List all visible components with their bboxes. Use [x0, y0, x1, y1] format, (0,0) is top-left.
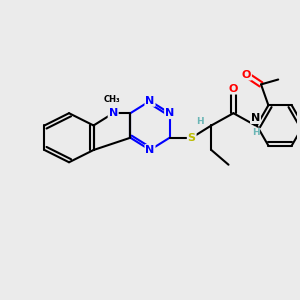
Text: H: H — [196, 117, 204, 126]
Text: N: N — [165, 108, 174, 118]
Text: N: N — [251, 113, 260, 123]
Text: O: O — [242, 70, 251, 80]
Text: CH₃: CH₃ — [104, 95, 120, 104]
Text: N: N — [109, 108, 118, 118]
Text: O: O — [229, 84, 238, 94]
Text: S: S — [188, 133, 196, 143]
Text: N: N — [146, 96, 154, 106]
Text: N: N — [146, 145, 154, 155]
Text: H: H — [252, 128, 259, 137]
